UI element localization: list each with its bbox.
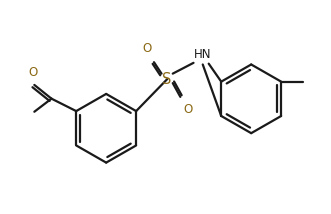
Text: O: O (28, 66, 37, 79)
Text: O: O (142, 42, 151, 55)
Text: S: S (163, 72, 172, 87)
Text: O: O (183, 103, 192, 116)
Text: HN: HN (194, 48, 211, 61)
